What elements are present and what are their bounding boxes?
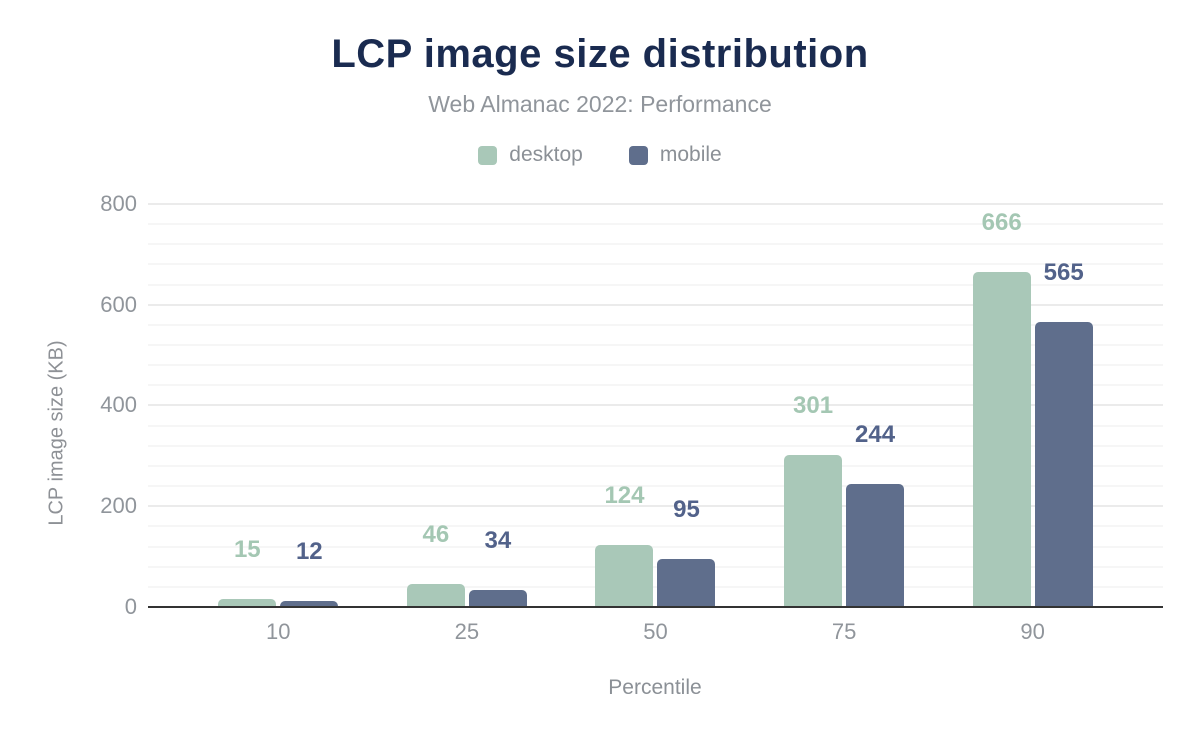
chart-subtitle: Web Almanac 2022: Performance: [428, 91, 772, 117]
bar-group-p90: 666 565 90: [938, 204, 1127, 643]
x-axis-line: [148, 606, 1163, 608]
mobile-value-label-p90: 565: [1043, 259, 1084, 286]
mobile-value-label-p10: 12: [295, 538, 323, 565]
minor-gridline: [148, 344, 1163, 346]
y-tick-label: 400: [100, 392, 137, 417]
y-axis-ticks: 0 200 400 600 800: [0, 193, 137, 618]
minor-gridline: [148, 586, 1163, 588]
x-tick-label-p75: 75: [831, 619, 857, 644]
minor-gridline: [148, 223, 1163, 225]
major-gridline: [148, 203, 1163, 205]
minor-gridline: [148, 485, 1163, 487]
bar-pair: 124 95: [595, 484, 716, 607]
x-tick-label-p50: 50: [643, 619, 668, 644]
bar-group-p75: 301 244 75: [750, 204, 939, 643]
x-tick-label-p10: 10: [266, 619, 291, 644]
legend-label-desktop: desktop: [509, 143, 583, 166]
minor-gridline: [148, 546, 1163, 548]
x-tick-label-p25: 25: [454, 619, 480, 644]
major-gridline: [148, 404, 1163, 406]
bar-pair: 46 34: [406, 523, 527, 607]
desktop-value-label-p25: 46: [422, 521, 450, 548]
desktop-value-label-p50: 124: [604, 482, 645, 509]
y-tick-label: 600: [100, 292, 137, 317]
legend-item-desktop: desktop: [478, 143, 583, 167]
desktop-bar-p75: 301: [784, 394, 843, 607]
minor-gridline: [148, 284, 1163, 286]
bar-group-p10: 15 12 10: [184, 204, 373, 643]
y-tick-label: 800: [100, 191, 137, 216]
desktop-value-label-p75: 301: [793, 392, 834, 419]
bar-groups: 15 12 10 46 34 25 124 95 50 301 244 75 666 565 90: [148, 204, 1163, 643]
mobile-value-label-p75: 244: [855, 421, 896, 448]
desktop-bar-p90: 666: [972, 211, 1031, 607]
mobile-value-label-p50: 95: [673, 496, 700, 523]
y-tick-label: 0: [124, 594, 137, 619]
bar-pair: 666 565: [972, 211, 1093, 607]
minor-gridline: [148, 425, 1163, 427]
mobile-bar-p75: 244: [846, 423, 905, 607]
minor-gridline: [148, 243, 1163, 245]
desktop-bar-p50: 124: [595, 484, 654, 607]
legend-swatch-desktop: [478, 145, 498, 165]
x-axis-title: Percentile: [608, 676, 702, 699]
mobile-bar-p10: 12: [280, 540, 339, 607]
x-tick-label-p90: 90: [1020, 619, 1045, 644]
mobile-bar-p25: 34: [468, 529, 527, 607]
major-gridline: [148, 304, 1163, 306]
minor-gridline: [148, 263, 1163, 265]
bar-group-p50: 124 95 50: [561, 204, 750, 643]
minor-gridline: [148, 324, 1163, 326]
minor-gridline: [148, 445, 1163, 447]
desktop-value-label-p90: 666: [981, 209, 1022, 236]
major-gridline: [148, 505, 1163, 507]
chart-title: LCP image size distribution: [331, 32, 869, 76]
minor-gridline: [148, 384, 1163, 386]
legend-swatch-mobile: [628, 145, 648, 165]
plot-area: 15 12 10 46 34 25 124 95 50 301 244 75 666 565 90: [148, 203, 1163, 643]
legend-item-mobile: mobile: [628, 143, 722, 167]
mobile-bar-p50: 95: [657, 498, 716, 607]
bar-pair: 301 244: [784, 394, 905, 607]
desktop-value-label-p10: 15: [233, 536, 261, 563]
desktop-bar-p25: 46: [406, 523, 465, 607]
minor-gridline: [148, 465, 1163, 467]
minor-gridline: [148, 525, 1163, 527]
minor-gridline: [148, 364, 1163, 366]
y-tick-label: 200: [100, 493, 137, 518]
legend: desktop mobile: [0, 143, 1200, 167]
bar-group-p25: 46 34 25: [373, 204, 562, 643]
minor-gridline: [148, 566, 1163, 568]
desktop-bar-p10: 15: [218, 538, 277, 607]
legend-label-mobile: mobile: [659, 143, 722, 166]
mobile-value-label-p25: 34: [484, 527, 512, 554]
bar-pair: 15 12: [218, 538, 339, 607]
mobile-bar-p90: 565: [1034, 261, 1093, 607]
